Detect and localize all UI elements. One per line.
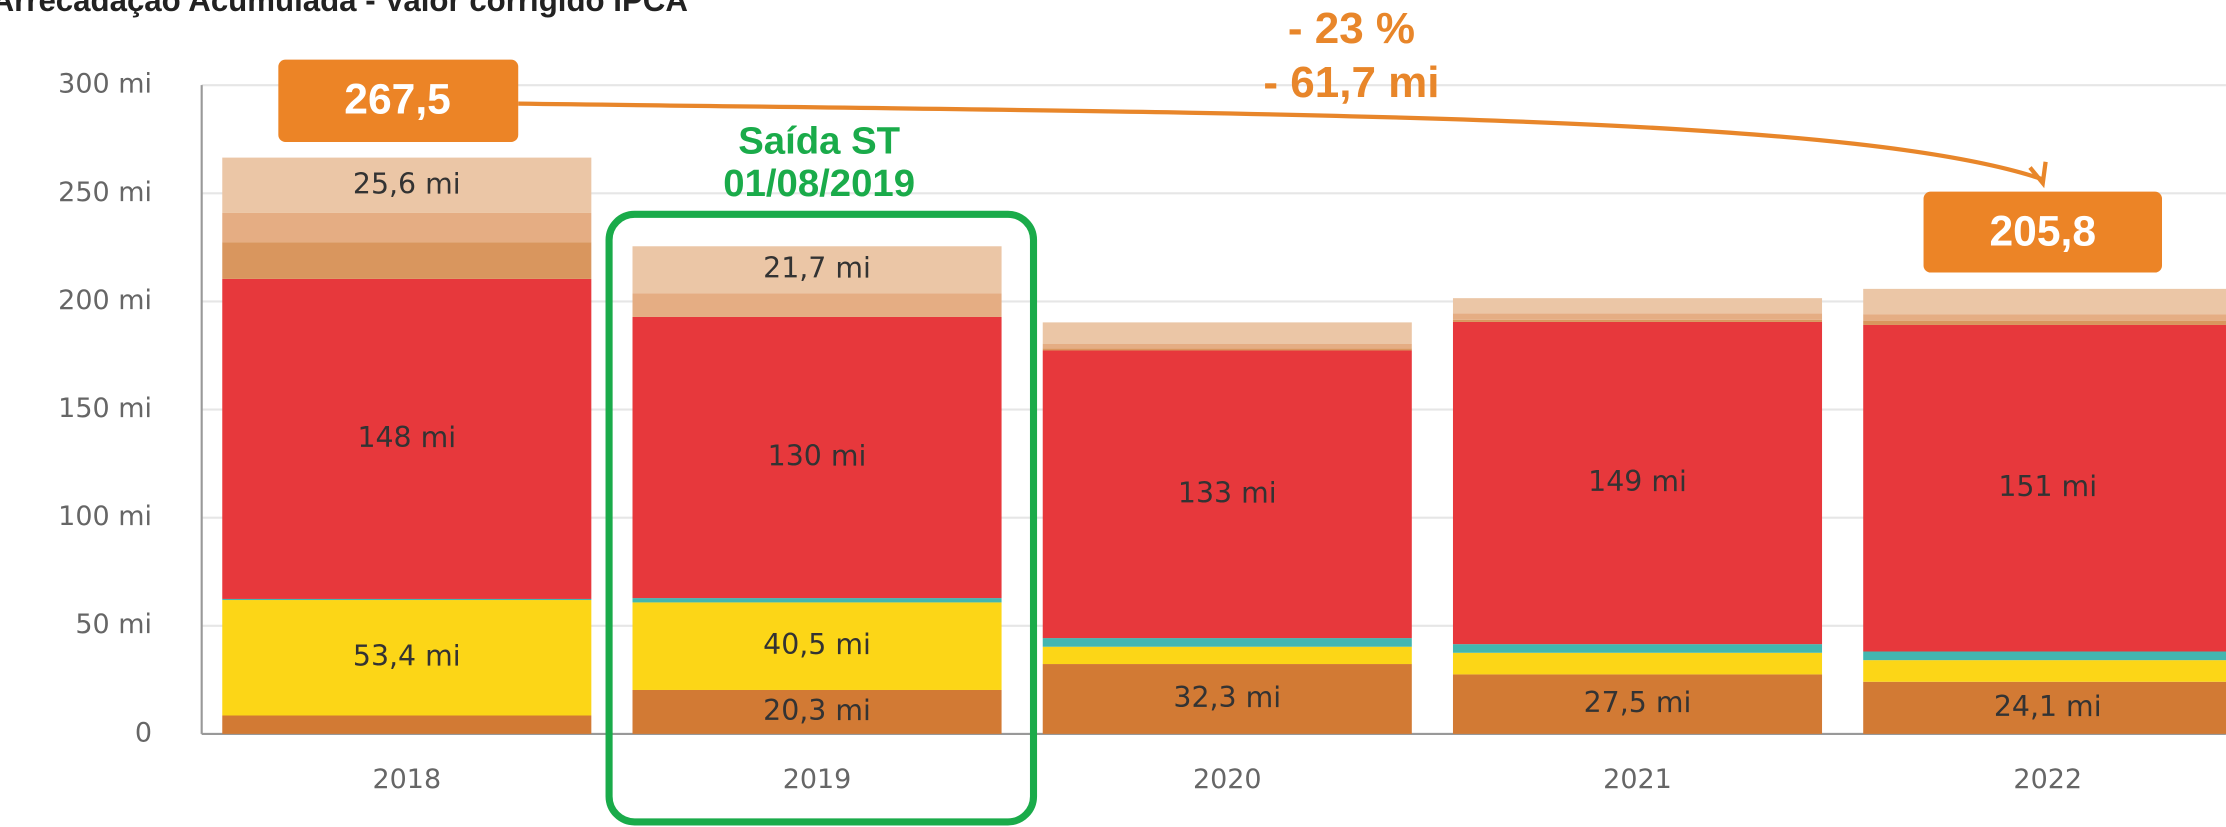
- arrow: [518, 101, 2043, 181]
- chart-title: Arrecadação Acumulada - Valor corrigido …: [0, 0, 688, 18]
- bar-segment: [1452, 298, 1823, 314]
- bar-segment: [222, 715, 592, 734]
- y-tick-label: 200 mi: [58, 285, 152, 316]
- x-tick-label: 2020: [1193, 764, 1262, 795]
- value-label: 21,7 mi: [763, 252, 871, 285]
- bar-segment: [1452, 674, 1823, 734]
- bar-segment: [1452, 644, 1823, 653]
- value-label: 151 mi: [1998, 470, 2097, 503]
- bar-segment: [1863, 651, 2226, 661]
- bar-segment: [222, 278, 592, 599]
- value-label: 149 mi: [1588, 465, 1687, 498]
- value-label: 25,6 mi: [353, 167, 461, 200]
- y-tick-label: 250 mi: [58, 177, 152, 208]
- bar-segment: [1042, 664, 1412, 734]
- bar-segment: [1863, 660, 2226, 682]
- bar-segment: [222, 212, 592, 243]
- bar-segment: [1452, 313, 1823, 320]
- value-box: [278, 59, 519, 142]
- bar-segment: [1452, 652, 1823, 675]
- annotation: - 23 %: [1288, 4, 1415, 53]
- bar-segment: [1863, 681, 2226, 734]
- annotation: 205,8: [1989, 207, 2096, 255]
- bar-segment: [1042, 646, 1412, 665]
- bar-segment: [1863, 320, 2226, 325]
- x-tick-label: 2021: [1603, 764, 1672, 795]
- y-tick-label: 0: [135, 717, 152, 748]
- plot-area: 0 50 mi 100 mi 150 mi 200 mi 250 mi 300 mi 2018…: [58, 69, 2226, 795]
- bar-segment: [632, 602, 1002, 690]
- bar-segment: [222, 600, 592, 716]
- y-tick-label: 100 mi: [58, 501, 152, 532]
- value-label: 27,5 mi: [1584, 686, 1692, 719]
- highlight-box: [605, 210, 1038, 826]
- bar-segment: [632, 689, 1002, 734]
- x-tick-label: 2019: [783, 764, 852, 795]
- bar-segment: [1452, 321, 1823, 645]
- value-label: 53,4 mi: [353, 640, 461, 673]
- annotation: 01/08/2019: [723, 162, 915, 205]
- bar-segment: [1452, 319, 1823, 322]
- y-tick-label: 300 mi: [58, 69, 152, 100]
- bar-segment: [1863, 314, 2226, 321]
- bar-segment: [222, 242, 592, 279]
- value-box: [1923, 191, 2163, 273]
- bar-segment: [1863, 324, 2226, 652]
- bar-segment: [1863, 288, 2226, 315]
- y-tick-label: 150 mi: [58, 393, 152, 424]
- value-label: 130 mi: [768, 440, 867, 473]
- bar-segment: [632, 316, 1002, 599]
- annotation: Saída ST: [738, 119, 900, 162]
- bar-segment: [1042, 350, 1412, 639]
- bar-segment: [1042, 348, 1412, 351]
- value-label: 24,1 mi: [1994, 690, 2102, 723]
- annotation: - 61,7 mi: [1263, 58, 1439, 107]
- value-label: 40,5 mi: [763, 628, 871, 661]
- x-tick-label: 2022: [2013, 764, 2082, 795]
- bar-segment: [632, 246, 1002, 294]
- bar-segment: [1042, 322, 1412, 345]
- value-label: 32,3 mi: [1173, 681, 1281, 714]
- value-label: 20,3 mi: [763, 694, 871, 727]
- x-tick-label: 2018: [372, 764, 441, 795]
- y-tick-label: 50 mi: [75, 609, 152, 640]
- annotation: 267,5: [344, 75, 451, 123]
- bar-segment: [1042, 344, 1412, 349]
- bar-segment: [632, 293, 1002, 317]
- value-label: 148 mi: [357, 421, 456, 454]
- value-label: 133 mi: [1178, 476, 1277, 509]
- arrow-head: [2028, 161, 2048, 189]
- bar-segment: [222, 157, 592, 213]
- bar-segment: [632, 598, 1002, 603]
- bar-segment: [1042, 638, 1412, 647]
- bar-segment: [222, 598, 592, 601]
